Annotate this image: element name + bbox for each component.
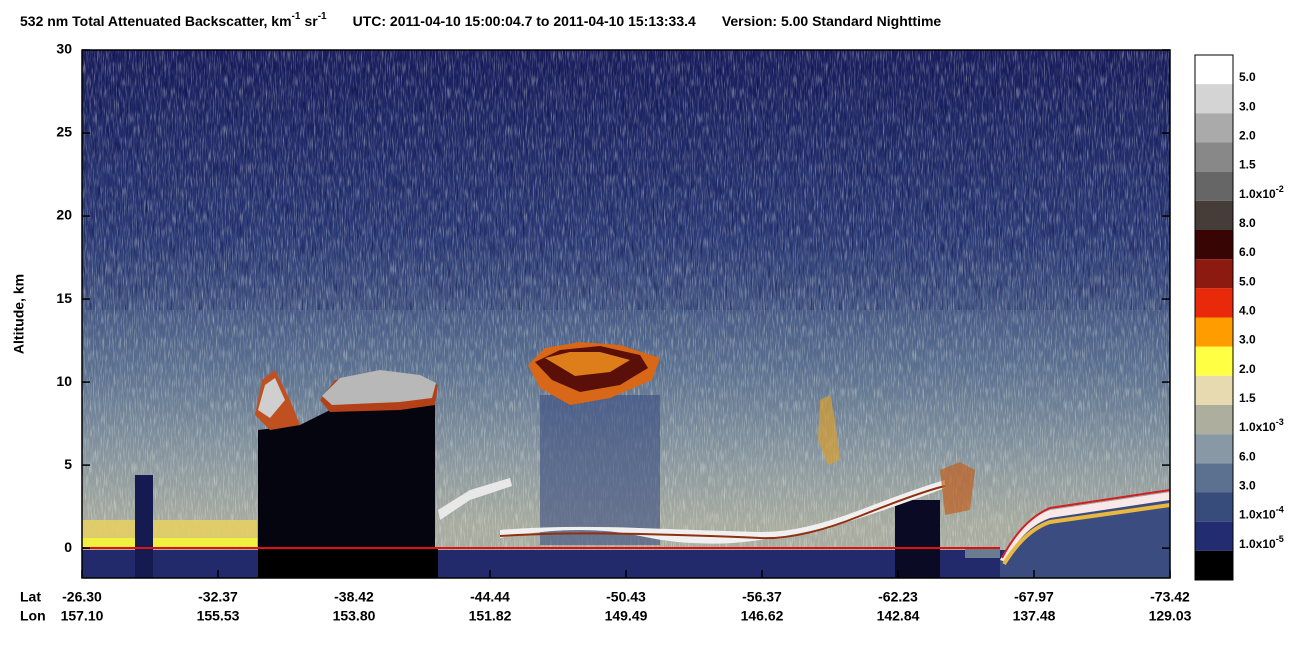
colorbar-label-text: 1.5	[1239, 391, 1256, 405]
colorbar-label: 1.5	[1239, 391, 1256, 405]
x-row-label: Lat	[20, 589, 41, 605]
lon-label: 146.62	[741, 608, 784, 624]
colorbar-swatch	[1195, 142, 1233, 172]
title-part: Version: 5.00 Standard Nighttime	[722, 13, 942, 29]
colorbar-label: 1.0x10-5	[1239, 534, 1284, 551]
colorbar-label: 2.0	[1239, 129, 1256, 143]
chart-title: 532 nm Total Attenuated Backscatter, km-…	[20, 11, 941, 29]
colorbar-label: 3.0	[1239, 479, 1256, 493]
lat-label: -26.30	[62, 589, 102, 605]
colorbar-label: 6.0	[1239, 450, 1256, 464]
colorbar-swatch	[1195, 84, 1233, 114]
lat-label: -62.23	[878, 589, 918, 605]
colorbar-label: 5.0	[1239, 70, 1256, 84]
colorbar-label: 6.0	[1239, 245, 1256, 259]
colorbar-swatch	[1195, 259, 1233, 289]
colorbar-swatch	[1195, 463, 1233, 493]
x-row-label: Lon	[20, 608, 46, 624]
lon-label: 129.03	[1149, 608, 1192, 624]
title-part: UTC: 2011-04-10 15:00:04.7 to 2011-04-10…	[353, 13, 696, 29]
colorbar-label: 1.0x10-2	[1239, 184, 1284, 201]
lat-label: -73.42	[1150, 589, 1190, 605]
colorbar-label-text: 3.0	[1239, 100, 1256, 114]
y-tick-label: 0	[64, 539, 72, 555]
y-tick-label: 30	[56, 41, 72, 57]
y-tick-label: 15	[56, 290, 72, 306]
lat-label: -67.97	[1014, 589, 1054, 605]
title-part: -1	[292, 11, 301, 22]
colorbar-label-text: 1.0x10	[1239, 420, 1276, 434]
title-part: 532 nm Total Attenuated Backscatter, km	[20, 13, 292, 29]
lat-label: -50.43	[606, 589, 646, 605]
colorbar-label: 1.0x10-3	[1239, 418, 1284, 435]
colorbar-label-text: 6.0	[1239, 450, 1256, 464]
colorbar-swatch	[1195, 200, 1233, 230]
backscatter-image	[82, 50, 1171, 578]
colorbar-swatch	[1195, 434, 1233, 464]
colorbar-label-exp: -5	[1276, 534, 1284, 544]
colorbar-label-text: 1.5	[1239, 158, 1256, 172]
colorbar-label-text: 3.0	[1239, 333, 1256, 347]
colorbar-swatch	[1195, 288, 1233, 318]
colorbar-label-text: 1.0x10	[1239, 187, 1276, 201]
colorbar-label-text: 3.0	[1239, 479, 1256, 493]
colorbar-swatch	[1195, 230, 1233, 260]
title-part: -1	[318, 11, 327, 22]
lat-label: -32.37	[198, 589, 238, 605]
y-tick-label: 5	[64, 456, 72, 472]
colorbar-label-exp: -3	[1276, 418, 1284, 428]
colorbar-label-text: 4.0	[1239, 304, 1256, 318]
colorbar-label-text: 5.0	[1239, 275, 1256, 289]
title: 532 nm Total Attenuated Backscatter, km-…	[20, 11, 941, 29]
colorbar-swatch	[1195, 346, 1233, 376]
colorbar-label: 3.0	[1239, 100, 1256, 114]
title-part: sr	[304, 13, 318, 29]
colorbar-label-text: 5.0	[1239, 70, 1256, 84]
colorbar-label-exp: -2	[1276, 184, 1284, 194]
colorbar-label: 1.0x10-4	[1239, 505, 1284, 522]
colorbar-label: 5.0	[1239, 275, 1256, 289]
colorbar-label-text: 1.0x10	[1239, 508, 1276, 522]
lat-label: -56.37	[742, 589, 782, 605]
colorbar: 5.03.02.01.51.0x10-28.06.05.04.03.02.01.…	[1194, 54, 1284, 581]
colorbar-label: 8.0	[1239, 216, 1256, 230]
lon-label: 137.48	[1013, 608, 1056, 624]
colorbar-label: 2.0	[1239, 362, 1256, 376]
colorbar-swatch	[1195, 317, 1233, 347]
colorbar-label-text: 2.0	[1239, 362, 1256, 376]
colorbar-swatch	[1195, 521, 1233, 551]
colorbar-swatch	[1195, 405, 1233, 435]
colorbar-label-text: 6.0	[1239, 245, 1256, 259]
colorbar-label: 4.0	[1239, 304, 1256, 318]
lat-label: -38.42	[334, 589, 374, 605]
colorbar-label: 3.0	[1239, 333, 1256, 347]
lon-label: 142.84	[877, 608, 920, 624]
colorbar-label: 1.5	[1239, 158, 1256, 172]
colorbar-swatch	[1195, 55, 1233, 85]
colorbar-swatch	[1195, 375, 1233, 405]
lon-label: 151.82	[469, 608, 512, 624]
y-tick-label: 10	[56, 373, 72, 389]
y-tick-label: 20	[56, 207, 72, 223]
lat-label: -44.44	[470, 589, 510, 605]
lon-label: 153.80	[333, 608, 376, 624]
lon-label: 149.49	[605, 608, 648, 624]
colorbar-swatch	[1195, 113, 1233, 143]
lon-label: 157.10	[61, 608, 104, 624]
colorbar-label-text: 2.0	[1239, 129, 1256, 143]
y-tick-label: 25	[56, 124, 72, 140]
lon-label: 155.53	[197, 608, 240, 624]
colorbar-swatch	[1195, 492, 1233, 522]
colorbar-label-text: 8.0	[1239, 216, 1256, 230]
colorbar-label-text: 1.0x10	[1239, 537, 1276, 551]
colorbar-frame	[1194, 54, 1234, 581]
colorbar-swatch	[1195, 171, 1233, 201]
colorbar-swatch	[1195, 550, 1233, 580]
y-axis-label: Altitude, km	[11, 274, 27, 354]
colorbar-label-exp: -4	[1276, 505, 1284, 515]
